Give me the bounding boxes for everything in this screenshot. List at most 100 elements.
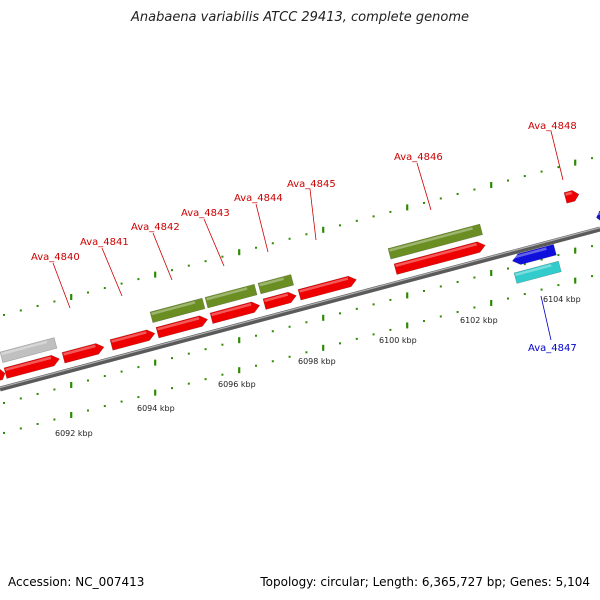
tick-row-upper-minor	[271, 242, 274, 245]
callout-line	[540, 295, 552, 341]
callout-line	[309, 188, 317, 241]
tick-row-lower-minor	[456, 310, 459, 313]
operon-bar-body	[257, 274, 295, 295]
gene-arrow-ava-4847	[511, 244, 557, 265]
operon-bar-shine	[389, 227, 473, 252]
tick-row-mid-minor	[423, 289, 425, 292]
tick-row-upper-minor	[103, 287, 106, 290]
tick-row-mid-minor	[53, 388, 56, 391]
pseudo-gene-bar-shine	[1, 340, 48, 356]
callout-line	[52, 262, 71, 309]
tick-row-lower-minor	[339, 342, 341, 345]
callout-line	[152, 232, 173, 281]
tick-row-upper-minor	[591, 157, 593, 160]
tick-row-lower-minor	[557, 284, 560, 287]
tick-row-upper-minor	[204, 260, 207, 263]
tick-row-mid-minor	[204, 348, 207, 351]
tick-row-upper-minor	[473, 188, 476, 191]
callout-line	[203, 218, 225, 267]
tick-row-upper-minor	[187, 264, 190, 267]
tick-row-upper-minor	[3, 313, 5, 316]
tick-row-mid-minor	[288, 325, 291, 328]
genome-backbone	[0, 226, 600, 392]
gene-arrow-ava-4844	[209, 301, 261, 324]
tick-row-upper-minor	[423, 201, 425, 204]
tick-row-lower-minor	[3, 431, 5, 434]
gene-arrow-ava-4840	[3, 354, 60, 379]
operon-bar	[204, 283, 258, 309]
tick-row-mid-minor	[103, 375, 106, 378]
tick-row-upper-minor	[456, 192, 459, 195]
tick-row-mid-minor	[171, 357, 173, 360]
operon-bar	[257, 274, 295, 295]
tick-row-lower-minor	[221, 373, 224, 376]
callout-line	[550, 130, 564, 181]
gene-label-ava-4843: Ava_4843	[181, 208, 230, 219]
tick-row-upper-minor	[221, 255, 224, 258]
tick-row-lower-minor	[171, 387, 173, 390]
gene-label-ava-4847: Ava_4847	[528, 343, 577, 354]
tick-row-mid-minor	[557, 254, 560, 257]
tick-row-lower-minor	[423, 319, 425, 322]
gene-arrow-ava-4840-shine	[5, 356, 52, 372]
tick-row-lower-minor	[473, 306, 476, 309]
scale-label-6096: 6096 kbp	[218, 380, 256, 389]
operon-bar-body	[204, 283, 258, 309]
tick-row-mid-minor	[137, 366, 140, 369]
gene-arrow-ava-4846	[393, 241, 486, 275]
genome-summary-text: Topology: circular; Length: 6,365,727 bp…	[260, 575, 590, 589]
tick-row-lower-minor	[120, 400, 123, 403]
gene-arrow-ava-4846-shine	[395, 242, 478, 268]
reverse-operon-bar-shine	[515, 264, 552, 277]
tick-row-upper-minor	[137, 278, 140, 281]
gene-label-ava-4846: Ava_4846	[394, 152, 443, 163]
tick-row-mid-minor	[439, 285, 442, 288]
gene-arrow-ava-4846-body	[393, 241, 486, 275]
gene-arrow-ava-4847-shine	[512, 247, 547, 259]
genome-title: Anabaena variabilis ATCC 29413, complete…	[131, 10, 469, 25]
tick-row-lower-minor	[288, 355, 291, 358]
gene-arrow-reverse-edge-shine	[596, 211, 600, 216]
scale-label-6098: 6098 kbp	[298, 357, 336, 366]
operon-bar-body	[149, 297, 206, 323]
gene-arrow-reverse-edge-body	[596, 209, 600, 223]
tick-row-mid-minor	[271, 330, 274, 333]
tick-row-mid-minor	[523, 263, 526, 266]
tick-row-lower-minor	[507, 297, 509, 300]
scale-label-6100: 6100 kbp	[379, 336, 417, 345]
tick-row-lower-minor	[137, 396, 140, 399]
tick-row-mid-minor	[372, 303, 375, 306]
tick-row-upper-minor	[355, 219, 358, 222]
tick-row-upper-minor	[171, 269, 173, 272]
callout-line	[416, 162, 432, 211]
gene-label-ava-4848: Ava_4848	[528, 121, 577, 132]
tick-row-mid-minor	[540, 258, 543, 261]
tick-row-lower-minor	[271, 360, 274, 363]
tick-row-lower-minor	[255, 364, 257, 367]
tick-row-mid-minor	[19, 397, 22, 400]
tick-row-mid-minor	[187, 352, 190, 355]
tick-row-lower-minor	[591, 275, 593, 278]
gene-arrow-ava-4841-shine	[63, 344, 96, 356]
gene-arrow-ava-4843	[155, 315, 209, 339]
tick-row-mid-minor	[120, 370, 123, 373]
tick-row-lower-minor	[540, 288, 543, 291]
gene-label-ava-4845: Ava_4845	[287, 179, 336, 190]
tick-row-upper-minor	[540, 170, 543, 173]
tick-row-upper-minor	[523, 175, 526, 178]
gene-arrow-ava-4842	[109, 329, 156, 351]
tick-row-upper-minor	[439, 197, 442, 200]
tick-row-lower-minor	[389, 328, 392, 331]
tick-row-mid-minor	[507, 267, 509, 270]
gene-arrow-ava-4842-body	[109, 329, 156, 351]
tick-row-lower-minor	[36, 422, 39, 425]
tick-row-mid-minor	[87, 379, 89, 382]
tick-row-upper-minor	[120, 282, 123, 285]
tick-row-upper-minor	[389, 210, 392, 213]
tick-row-upper-minor	[507, 179, 509, 182]
tick-row-mid-minor	[305, 321, 308, 324]
gene-arrow-ava-4841	[61, 343, 105, 364]
tick-row-mid-minor	[339, 312, 341, 315]
gene-arrow-ava-4845-shine	[264, 293, 289, 302]
tick-row-lower-minor	[355, 337, 358, 340]
